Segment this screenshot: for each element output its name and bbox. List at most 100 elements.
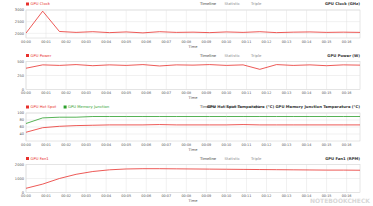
x-tick-label: 00:09 <box>201 40 211 44</box>
chart-title: GPU Power (W) <box>327 53 360 58</box>
x-tick-label: 00:03 <box>81 40 91 44</box>
legend-swatch <box>26 157 29 160</box>
x-tick-label: 00:09 <box>201 91 211 95</box>
grid-line <box>86 165 87 193</box>
grid-line <box>26 127 360 128</box>
x-tick-label: 00:06 <box>141 194 151 198</box>
grid-line <box>286 165 287 193</box>
x-tick-label: 00:12 <box>262 194 272 198</box>
plot-frame <box>26 62 360 90</box>
tab[interactable]: Triple <box>250 53 262 58</box>
grid-line <box>326 113 327 141</box>
y-tick-label: 2000 <box>15 163 25 167</box>
series-group <box>26 117 360 133</box>
x-tick-label: 00:15 <box>322 91 332 95</box>
grid-line <box>346 165 347 193</box>
x-tick-label: 00:13 <box>282 143 292 147</box>
legend-label: GPU Power <box>31 53 52 58</box>
tab[interactable]: Triple <box>250 156 262 161</box>
x-tick-label: 00:07 <box>161 91 171 95</box>
x-tick-label: 00:06 <box>141 143 151 147</box>
grid-line <box>266 113 267 141</box>
grid-line <box>26 61 360 62</box>
x-tick-label: 00:13 <box>282 194 292 198</box>
grid-line <box>286 10 287 38</box>
grid-line <box>206 62 207 90</box>
x-tick-label: 00:13 <box>282 40 292 44</box>
x-tick-label: 00:00 <box>21 91 31 95</box>
grid-line <box>226 10 227 38</box>
x-tick-label: 00:02 <box>61 91 71 95</box>
x-tick-label: 00:09 <box>201 194 211 198</box>
legend-swatch <box>64 106 67 109</box>
series-line <box>26 117 360 124</box>
x-tick-label: 00:16 <box>342 143 352 147</box>
tab[interactable]: Statistic <box>224 53 239 58</box>
y-tick-label: 250 <box>17 74 25 78</box>
grid-line <box>226 165 227 193</box>
y-tick-label: 60 <box>19 125 24 129</box>
tab[interactable]: Timeline <box>199 1 217 6</box>
legend-swatch <box>26 3 29 6</box>
x-tick-label: 00:07 <box>161 143 171 147</box>
x-tick-label: 00:04 <box>101 143 111 147</box>
panel: GPU Power Timeline Statistic Triple GPU Powe… <box>17 53 360 100</box>
grid-line <box>106 113 107 141</box>
x-tick-label: 00:14 <box>302 91 312 95</box>
panel: GPU Hot SpotGPU Memory JunctionTimelineS… <box>17 104 360 151</box>
panel: GPU Fan1TimelineStatisticTripleGPU Fan1 … <box>15 156 360 203</box>
grid-line <box>346 62 347 90</box>
grid-line <box>26 178 360 179</box>
x-tick-label: 00:00 <box>21 143 31 147</box>
grid-line <box>26 134 360 135</box>
tab[interactable]: Statistic <box>224 156 239 161</box>
grid-line <box>86 113 87 141</box>
grid-line <box>346 10 347 38</box>
grid-line <box>26 164 360 165</box>
tab[interactable]: Timeline <box>199 156 217 161</box>
grid-line <box>346 113 347 141</box>
x-tick-label: 00:11 <box>242 143 252 147</box>
grid-line <box>306 165 307 193</box>
tab[interactable]: Timeline <box>199 53 217 58</box>
series-group <box>26 65 360 70</box>
y-tick-label: 500 <box>17 60 25 64</box>
grid-line <box>246 165 247 193</box>
watermark: NOTEBOOKCHECK <box>310 197 370 204</box>
tab[interactable]: Triple <box>250 1 262 6</box>
x-tick-label: 00:02 <box>61 194 71 198</box>
series-line <box>26 65 360 70</box>
series-group <box>26 11 360 33</box>
grid-line <box>246 113 247 141</box>
grid-line <box>206 10 207 38</box>
grid-line <box>306 62 307 90</box>
grid-line <box>126 10 127 38</box>
grid-line <box>146 113 147 141</box>
grid-line <box>26 113 27 141</box>
grid-line <box>166 10 167 38</box>
panel: GPU ClockTimelineStatisticTripleGPU Cloc… <box>15 1 360 48</box>
x-axis-label: Time <box>188 96 199 100</box>
plot-frame <box>26 113 360 141</box>
x-tick-label: 00:08 <box>181 40 191 44</box>
grid-line <box>26 89 360 90</box>
series-group <box>26 169 360 189</box>
grid-line <box>146 62 147 90</box>
grid-line <box>326 165 327 193</box>
grid-line <box>106 62 107 90</box>
x-tick-label: 00:00 <box>21 194 31 198</box>
tab[interactable]: Statistic <box>224 1 239 6</box>
series-line <box>26 125 360 133</box>
legend-swatch <box>26 106 29 109</box>
grid-line <box>246 10 247 38</box>
grid-line <box>26 10 360 11</box>
x-tick-label: 00:05 <box>121 194 131 198</box>
grid-line <box>326 10 327 38</box>
x-tick-label: 00:01 <box>41 40 51 44</box>
x-tick-label: 00:15 <box>322 143 332 147</box>
grid-line <box>46 165 47 193</box>
x-tick-label: 00:05 <box>121 40 131 44</box>
x-tick-label: 00:04 <box>101 91 111 95</box>
grid-line <box>46 62 47 90</box>
legend-label: GPU Hot Spot <box>31 104 57 109</box>
